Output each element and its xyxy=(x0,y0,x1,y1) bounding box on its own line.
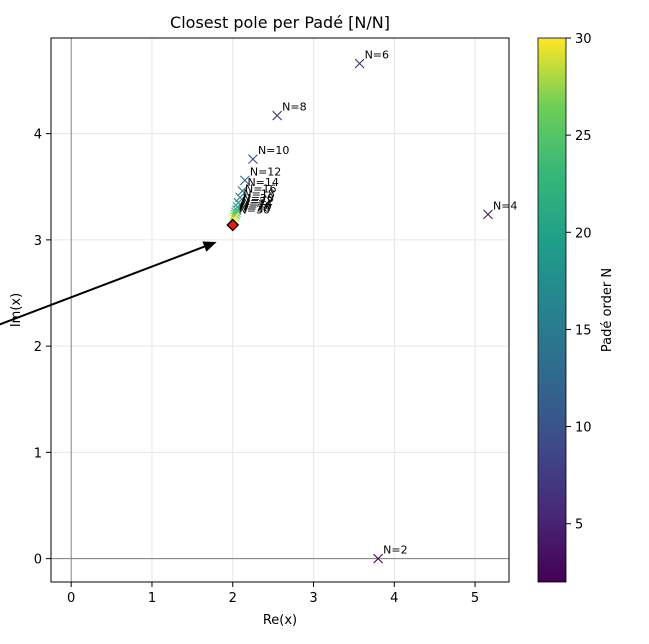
colorbar: 5 10 15 20 25 30 Padé order N xyxy=(537,32,615,583)
chart-title: Closest pole per Padé [N/N] xyxy=(170,13,390,32)
pole-label: N=2 xyxy=(383,544,407,557)
pole-label: N=30 xyxy=(239,204,270,217)
pole-label: N=18 xyxy=(243,188,274,201)
pole-marker xyxy=(248,154,258,165)
colorbar-tick-label: 25 xyxy=(575,129,592,144)
x-tick-label: 0 xyxy=(67,591,75,606)
pole-label: N=14 xyxy=(247,176,278,189)
pole-label: N=26 xyxy=(240,199,271,212)
pole-marker xyxy=(237,186,248,196)
pole-label: N=28 xyxy=(239,202,270,215)
colorbar-tick-label: 30 xyxy=(575,32,592,47)
pole-marker xyxy=(373,553,384,564)
x-tick-label: 2 xyxy=(229,591,237,606)
colorbar-tick-label: 5 xyxy=(575,518,583,533)
reference-lines xyxy=(51,38,509,582)
point-labels: N=2 N=4 N=6 N=8 N=10 N=12N=14N=16N=18N=20N=22… xyxy=(239,49,518,557)
pole-label: N=24 xyxy=(241,197,272,210)
target-pole-marker xyxy=(226,218,240,232)
pole-marker xyxy=(235,192,245,203)
y-tick-label: 4 xyxy=(34,128,42,143)
pole-label: N=20 xyxy=(243,192,274,205)
pole-marker xyxy=(232,202,243,212)
arrow-shaft xyxy=(0,245,205,326)
pole-label: N=4 xyxy=(493,199,517,212)
y-tick-label: 0 xyxy=(34,553,42,568)
colorbar-gradient xyxy=(537,37,567,583)
arrow-head xyxy=(202,241,217,252)
colorbar-label: Padé order N xyxy=(600,268,615,352)
pole-marker xyxy=(354,58,365,69)
x-tick-label: 3 xyxy=(309,591,317,606)
x-tick-label: 4 xyxy=(390,591,398,606)
y-tick-label: 1 xyxy=(34,446,42,461)
pole-marker xyxy=(483,209,493,220)
pole-label: N=10 xyxy=(258,144,289,157)
pole-label: N=8 xyxy=(282,101,306,114)
x-axis-label: Re(x) xyxy=(263,613,297,628)
pole-marker xyxy=(239,175,250,186)
x-tick-label: 5 xyxy=(471,591,479,606)
colorbar-ticks: 5 10 15 20 25 30 xyxy=(566,32,592,533)
pole-label: N=22 xyxy=(242,195,273,208)
pole-label: N=16 xyxy=(245,182,276,195)
plot-frame xyxy=(50,37,510,583)
colorbar-tick-label: 10 xyxy=(575,421,592,436)
y-axis-ticks: 0 1 2 3 4 xyxy=(34,128,51,568)
colorbar-tick-label: 20 xyxy=(575,226,592,241)
pole-marker xyxy=(229,211,240,222)
pole-marker xyxy=(233,197,244,208)
data-points xyxy=(226,58,493,564)
pole-marker xyxy=(272,110,283,121)
pole-label: N=6 xyxy=(365,49,389,62)
arrow-annotation xyxy=(0,241,217,326)
grid-lines xyxy=(51,38,509,582)
y-tick-label: 3 xyxy=(34,234,42,249)
x-tick-label: 1 xyxy=(148,591,156,606)
y-axis-label: Im(x) xyxy=(9,293,24,327)
pole-label: N=12 xyxy=(250,165,281,178)
colorbar-tick-label: 15 xyxy=(575,323,592,338)
y-tick-label: 2 xyxy=(34,340,42,355)
x-axis-ticks: 0 1 2 3 4 5 xyxy=(67,582,479,606)
